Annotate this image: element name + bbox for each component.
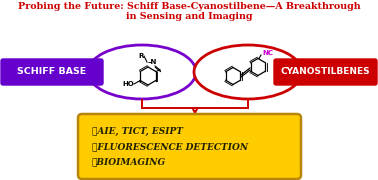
Ellipse shape <box>194 45 302 99</box>
FancyBboxPatch shape <box>274 59 377 85</box>
Text: NC: NC <box>262 50 273 56</box>
Text: R: R <box>139 53 144 59</box>
Text: ✓AIE, TICT, ESIPT: ✓AIE, TICT, ESIPT <box>92 127 183 136</box>
Text: HO: HO <box>122 81 134 87</box>
Text: Probing the Future: Schiff Base-Cyanostilbene—A Breakthrough: Probing the Future: Schiff Base-Cyanosti… <box>18 2 360 11</box>
Ellipse shape <box>88 45 196 99</box>
Text: in Sensing and Imaging: in Sensing and Imaging <box>126 12 252 21</box>
Text: ✓BIOIMAGING: ✓BIOIMAGING <box>92 157 166 166</box>
Text: SCHIFF BASE: SCHIFF BASE <box>17 68 87 76</box>
Text: –N: –N <box>148 59 157 65</box>
Text: ✓FLUORESCENCE DETECTION: ✓FLUORESCENCE DETECTION <box>92 142 248 151</box>
FancyBboxPatch shape <box>78 114 301 179</box>
Text: CYANOSTILBENES: CYANOSTILBENES <box>281 68 370 76</box>
FancyBboxPatch shape <box>1 59 103 85</box>
